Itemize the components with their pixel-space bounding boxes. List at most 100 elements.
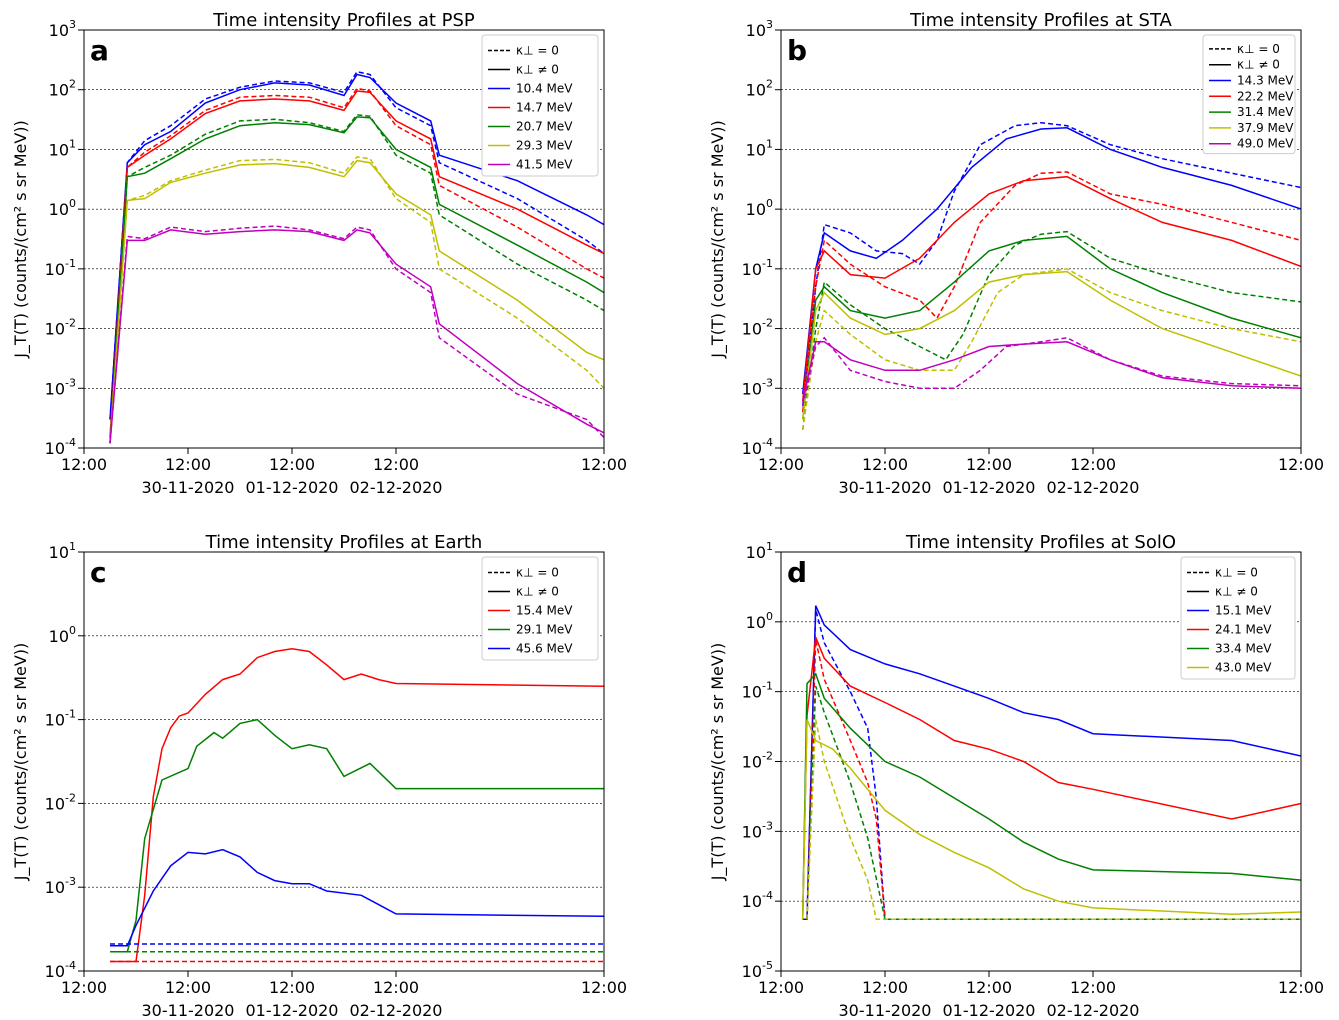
x-date-label: 30-11-2020 (142, 1001, 235, 1016)
y-tick-label: 101 (49, 137, 76, 159)
legend-label: 45.6 MeV (516, 642, 573, 656)
series-line-solid-4 (110, 230, 604, 443)
y-tick-label: 10-3 (45, 875, 76, 897)
series-line-solid-0 (803, 128, 1301, 394)
series-line-solid-3 (803, 272, 1301, 420)
panel-title: Time intensity Profiles at STA (909, 10, 1172, 31)
y-tick-label: 101 (746, 137, 773, 159)
legend-label: κ⊥ ≠ 0 (516, 63, 559, 77)
y-tick-label: 100 (49, 197, 76, 219)
y-tick-label: 10-2 (742, 317, 773, 339)
x-date-label: 01-12-2020 (246, 1001, 339, 1016)
x-tick-label: 12:00 (758, 978, 804, 997)
y-tick-label: 101 (746, 540, 773, 562)
series-group (110, 649, 604, 962)
y-axis-label: J_T(T) (counts/(cm² s sr MeV)) (11, 643, 31, 882)
x-date-label: 02-12-2020 (350, 478, 443, 497)
x-tick-label: 12:00 (165, 978, 211, 997)
x-tick-label: 12:00 (581, 978, 627, 997)
y-tick-label: 10-2 (45, 317, 76, 339)
legend-label: 49.0 MeV (1237, 137, 1294, 151)
x-date-label: 01-12-2020 (943, 1001, 1036, 1016)
panel-letter: d (787, 556, 807, 589)
x-tick-label: 12:00 (61, 978, 107, 997)
y-tick-label: 10-3 (742, 819, 773, 841)
x-tick-label: 12:00 (165, 455, 211, 474)
x-tick-label: 12:00 (269, 978, 315, 997)
y-tick-label: 100 (746, 610, 773, 632)
panel-title: Time intensity Profiles at PSP (212, 10, 475, 31)
x-tick-label: 12:00 (61, 455, 107, 474)
y-tick-label: 10-2 (45, 791, 76, 813)
series-line-solid-2 (803, 674, 1301, 920)
y-tick-label: 102 (746, 78, 773, 100)
panel-letter: b (787, 34, 807, 67)
y-tick-label: 100 (49, 624, 76, 646)
legend-label: 31.4 MeV (1237, 105, 1294, 119)
legend-label: 29.1 MeV (516, 623, 573, 637)
legend-label: κ⊥ ≠ 0 (516, 585, 559, 599)
y-tick-label: 100 (746, 197, 773, 219)
x-tick-label: 12:00 (373, 455, 419, 474)
series-line-dashed-1 (803, 172, 1301, 412)
series-line-dashed-3 (110, 157, 604, 443)
y-tick-label: 10-3 (742, 376, 773, 398)
y-tick-label: 102 (49, 78, 76, 100)
y-tick-label: 10-3 (45, 376, 76, 398)
legend-label: 24.1 MeV (1215, 623, 1272, 637)
legend-label: 14.3 MeV (1237, 74, 1294, 88)
series-line-solid-2 (110, 850, 604, 946)
series-line-dashed-0 (803, 123, 1301, 407)
legend-label: 43.0 MeV (1215, 661, 1272, 675)
series-line-solid-0 (110, 649, 604, 962)
y-tick-label: 10-1 (742, 680, 773, 702)
panel-b: 10-410-310-210-110010110210312:00 12:0030… (708, 10, 1324, 497)
series-line-dashed-4 (110, 226, 604, 443)
y-axis-label: J_T(T) (counts/(cm² s sr MeV)) (708, 643, 728, 882)
x-date-label: 30-11-2020 (839, 478, 932, 497)
x-tick-label: 12:00 (966, 455, 1012, 474)
panel-letter: c (90, 556, 107, 589)
series-group (803, 123, 1301, 430)
panel-a: 10-410-310-210-110010110210312:00 12:0030… (11, 10, 627, 497)
y-axis-label: J_T(T) (counts/(cm² s sr MeV)) (708, 120, 728, 359)
x-date-label: 02-12-2020 (1047, 1001, 1140, 1016)
x-tick-label: 12:00 (269, 455, 315, 474)
legend-label: κ⊥ ≠ 0 (1237, 58, 1280, 72)
y-tick-label: 10-1 (45, 708, 76, 730)
y-tick-label: 10-1 (45, 257, 76, 279)
legend-label: κ⊥ ≠ 0 (1215, 585, 1258, 599)
x-tick-label: 12:00 (1070, 455, 1116, 474)
panel-title: Time intensity Profiles at Earth (205, 532, 483, 553)
x-tick-label: 12:00 (1070, 978, 1116, 997)
x-tick-label: 12:00 (581, 455, 627, 474)
x-date-label: 02-12-2020 (350, 1001, 443, 1016)
legend-label: 15.4 MeV (516, 604, 573, 618)
legend-label: 22.2 MeV (1237, 89, 1294, 103)
x-tick-label: 12:00 (758, 455, 804, 474)
x-tick-label: 12:00 (966, 978, 1012, 997)
x-tick-label: 12:00 (1278, 455, 1324, 474)
x-date-label: 30-11-2020 (142, 478, 235, 497)
legend-label: 10.4 MeV (516, 82, 573, 96)
x-tick-label: 12:00 (862, 455, 908, 474)
series-line-dashed-4 (803, 338, 1301, 407)
y-tick-label: 10-4 (742, 889, 773, 911)
legend-label: 20.7 MeV (516, 120, 573, 134)
series-line-solid-1 (803, 637, 1301, 919)
panel-title: Time intensity Profiles at SolO (905, 532, 1176, 553)
legend-label: κ⊥ = 0 (516, 44, 559, 58)
legend-label: 14.7 MeV (516, 101, 573, 115)
legend-label: κ⊥ = 0 (1237, 42, 1280, 56)
panel-letter: a (90, 34, 109, 67)
y-tick-label: 10-1 (742, 257, 773, 279)
legend-label: κ⊥ = 0 (516, 566, 559, 580)
series-line-dashed-3 (803, 269, 1301, 430)
panel-c: 10-4 10-3 10-2 10-1 100 101 12:00 12:00 30-11-20… (11, 532, 627, 1016)
series-line-solid-1 (110, 720, 604, 952)
legend-label: 37.9 MeV (1237, 121, 1294, 135)
legend-label: κ⊥ = 0 (1215, 566, 1258, 580)
x-date-label: 30-11-2020 (839, 1001, 932, 1016)
